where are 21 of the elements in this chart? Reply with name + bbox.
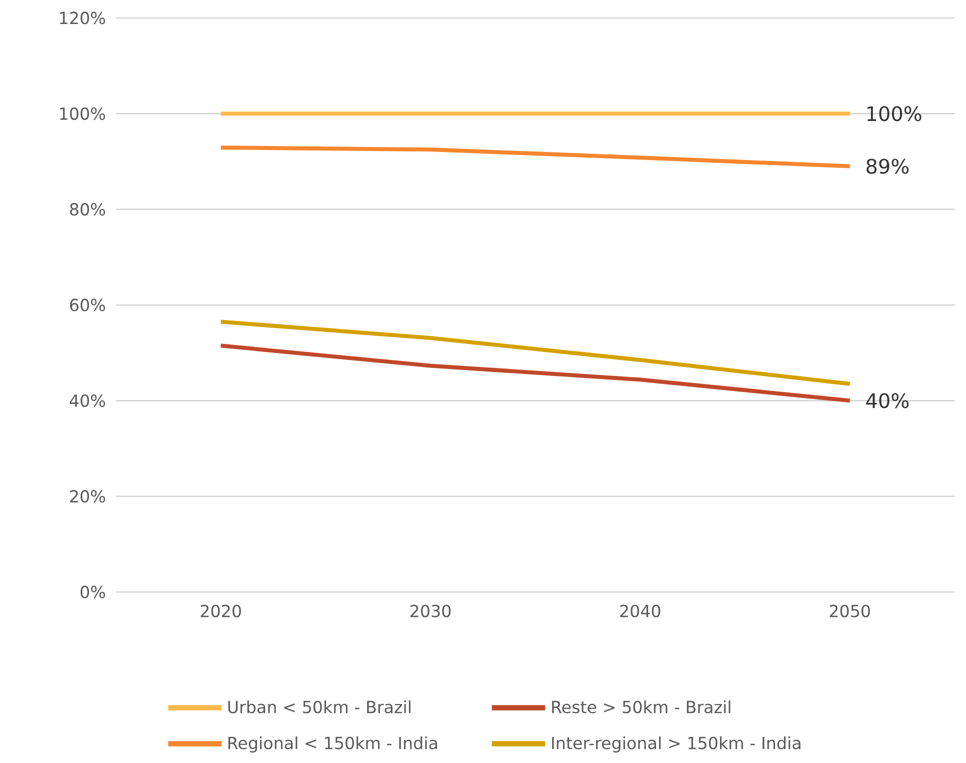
data-label: 89% <box>866 158 909 174</box>
data-label: 40% <box>866 393 909 408</box>
x-tick-label: 2030 <box>410 604 451 618</box>
legend-label: Reste > 50km - Brazil <box>552 700 730 714</box>
legend-label: Regional < 150km - India <box>228 736 437 753</box>
y-tick-label: 40% <box>70 394 106 407</box>
y-tick-label: 0% <box>80 586 106 598</box>
y-tick-label: 20% <box>70 490 106 503</box>
data-label: 100% <box>867 106 922 122</box>
x-tick-label: 2020 <box>200 604 241 618</box>
legend-label: Urban < 50km - Brazil <box>228 700 410 714</box>
line-series <box>218 146 852 168</box>
legend-label: Inter-regional > 150km - India <box>552 736 800 753</box>
y-tick-label: 120% <box>60 12 106 24</box>
x-tick-label: 2040 <box>620 604 660 618</box>
line-series <box>218 344 852 403</box>
y-tick-label: 100% <box>60 107 106 120</box>
line-series <box>218 320 852 386</box>
y-tick-label: 80% <box>70 203 106 216</box>
x-tick-label: 2050 <box>830 604 870 618</box>
y-tick-label: 60% <box>70 298 106 312</box>
